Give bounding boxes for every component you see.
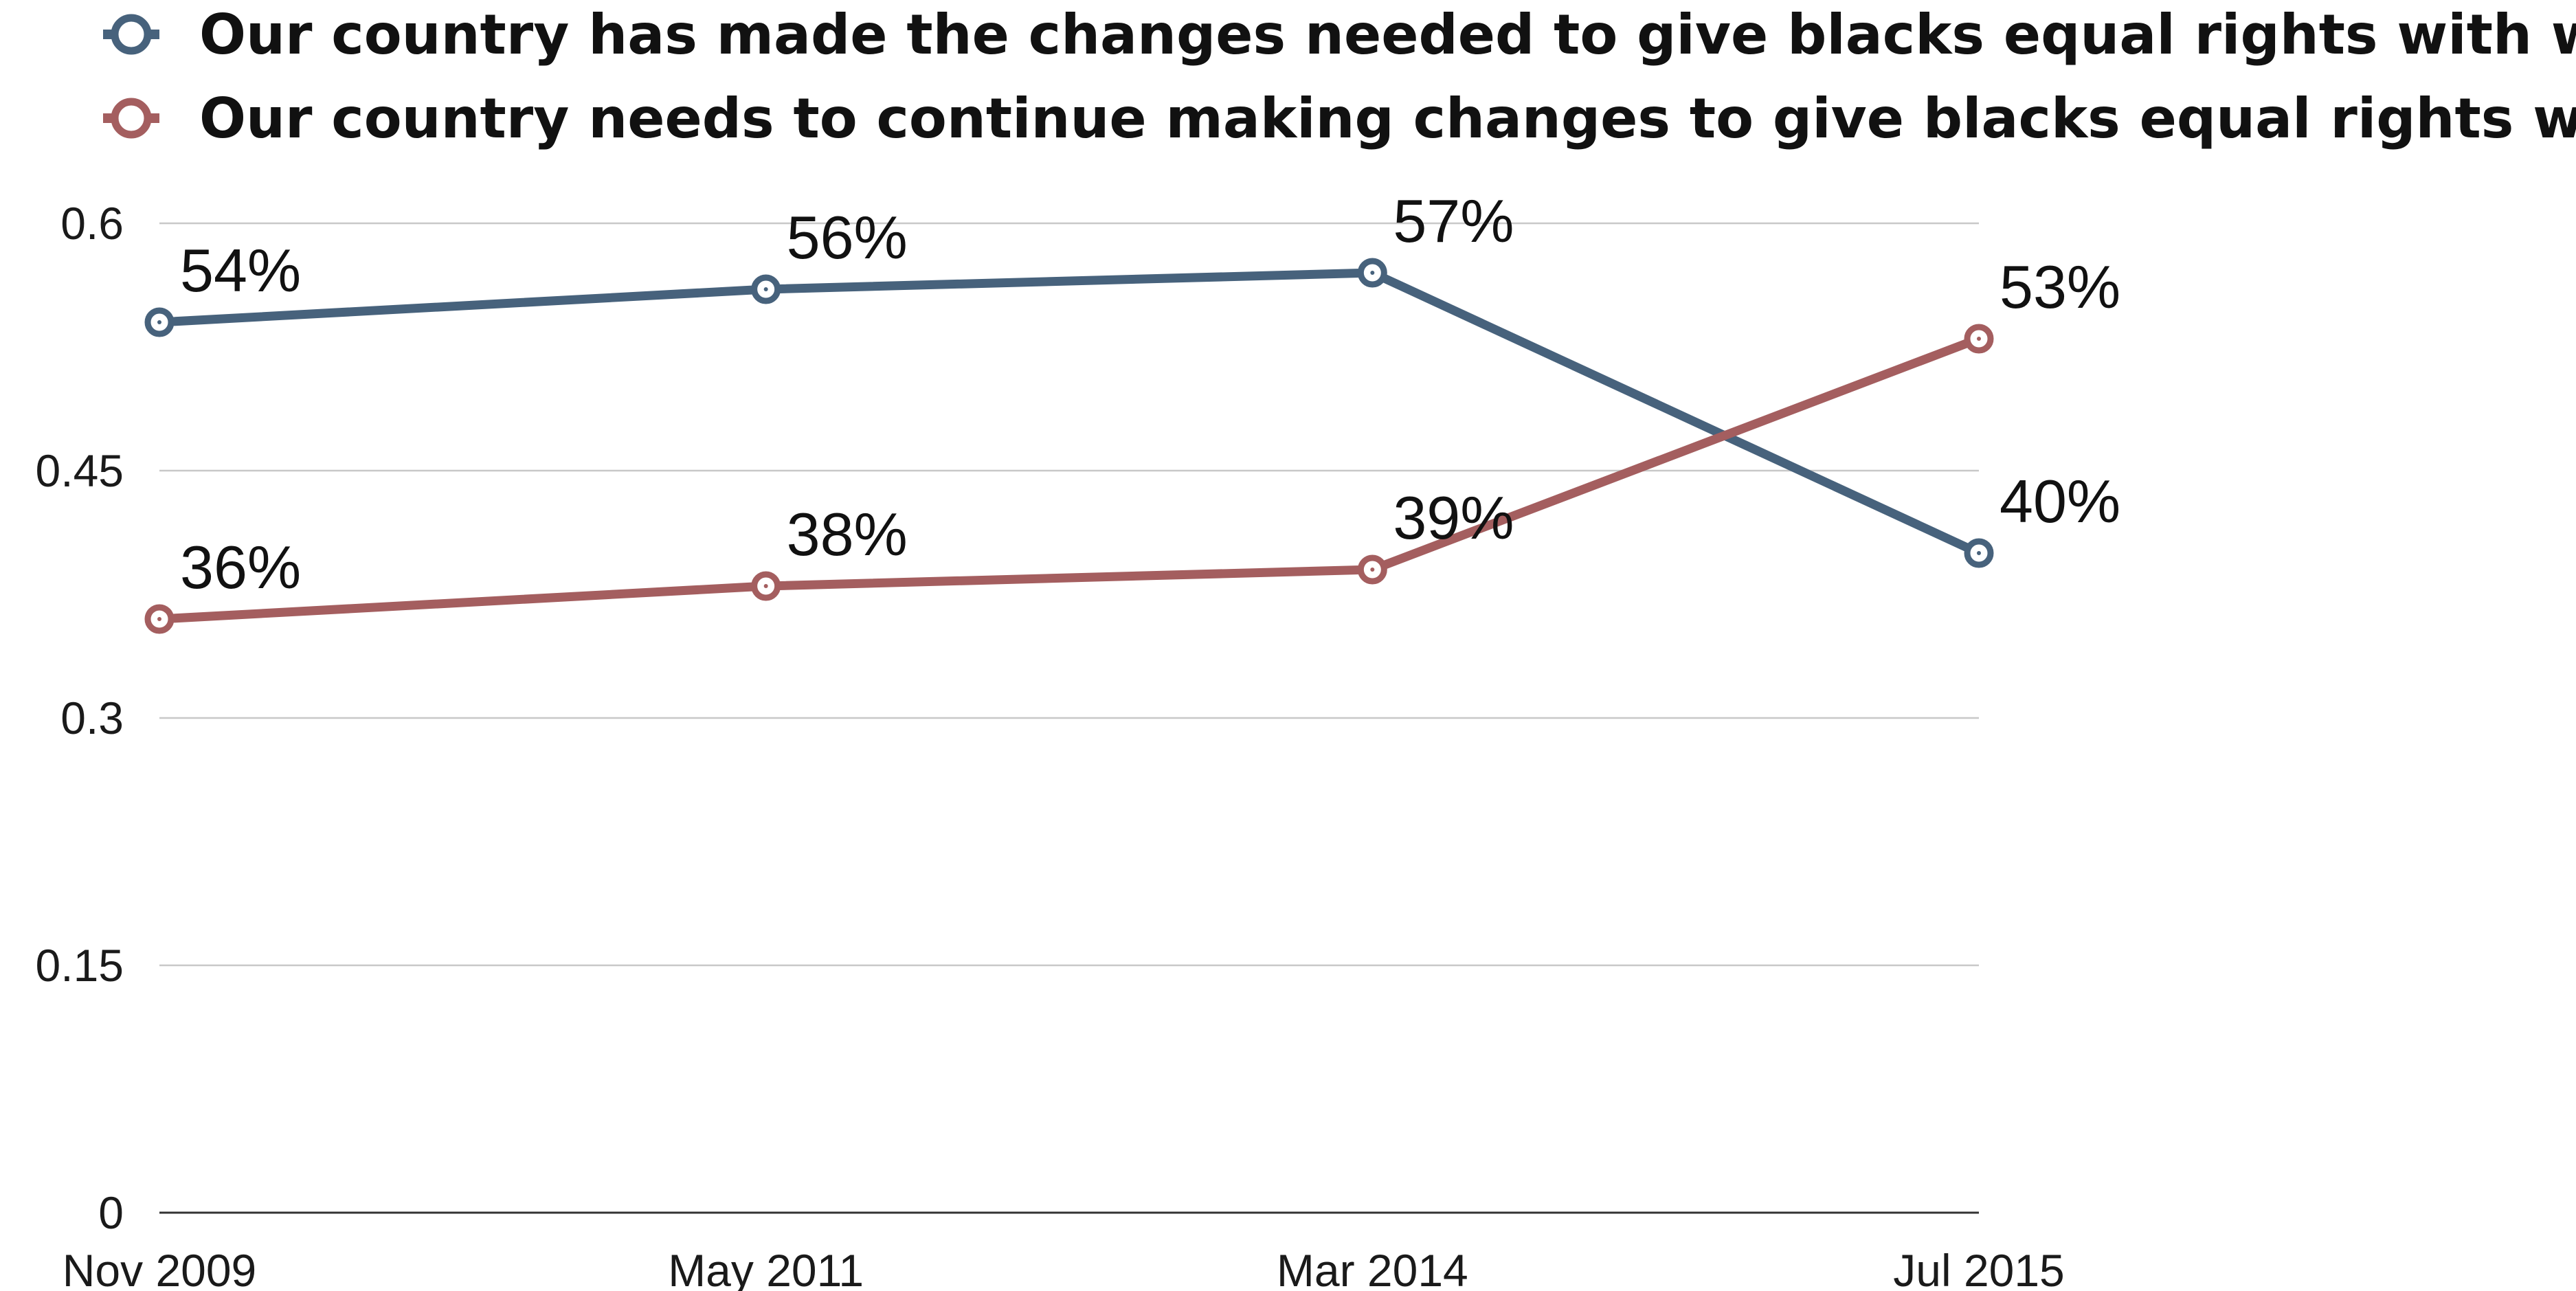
data-point-center xyxy=(1977,337,1981,341)
data-point-center xyxy=(763,584,768,588)
data-label: 57% xyxy=(1393,187,1514,255)
x-tick-label: Mar 2014 xyxy=(1277,1245,1468,1291)
legend-marker xyxy=(111,14,152,55)
legend-item: Our country has made the changes needed … xyxy=(103,3,2576,67)
data-label: 54% xyxy=(180,236,301,304)
data-point-center xyxy=(1370,271,1375,275)
data-label: 36% xyxy=(180,533,301,601)
series-2 xyxy=(144,324,1994,634)
y-axis: 0 0.15 0.3 0.45 0.6 xyxy=(36,198,124,1238)
legend-label: Our country needs to continue making cha… xyxy=(199,87,2576,150)
series-1 xyxy=(144,258,1994,568)
y-tick-label: 0.3 xyxy=(60,693,124,743)
data-point-center xyxy=(157,320,161,324)
gridlines xyxy=(159,222,1979,1214)
y-tick-label: 0.15 xyxy=(36,940,124,991)
x-tick-label: May 2011 xyxy=(668,1245,864,1291)
x-tick-label: Jul 2015 xyxy=(1893,1245,2065,1291)
data-point-center xyxy=(1977,551,1981,555)
data-label: 40% xyxy=(2000,467,2120,535)
legend-marker xyxy=(111,98,152,139)
data-label: 56% xyxy=(787,203,908,271)
data-point-center xyxy=(1370,568,1375,572)
legend: Our country has made the changes needed … xyxy=(103,3,2576,150)
data-labels-group: 54% 56% 57% 40% 36% 38% 39% 53% xyxy=(180,187,2120,601)
y-tick-label: 0.6 xyxy=(60,198,124,249)
legend-label: Our country has made the changes needed … xyxy=(199,3,2576,67)
legend-item: Our country needs to continue making cha… xyxy=(103,87,2576,150)
data-label: 39% xyxy=(1393,484,1514,552)
y-tick-label: 0 xyxy=(98,1187,124,1238)
y-tick-label: 0.45 xyxy=(36,445,124,496)
series-group xyxy=(144,258,1994,634)
x-tick-label: Nov 2009 xyxy=(63,1245,257,1291)
series-line xyxy=(155,334,1984,624)
x-axis: Nov 2009 May 2011 Mar 2014 Jul 2015 xyxy=(63,1245,2065,1291)
data-label: 38% xyxy=(787,500,908,568)
data-point-center xyxy=(763,287,768,291)
data-label: 53% xyxy=(2000,253,2120,321)
series-line xyxy=(155,268,1984,558)
data-point-center xyxy=(157,617,161,621)
